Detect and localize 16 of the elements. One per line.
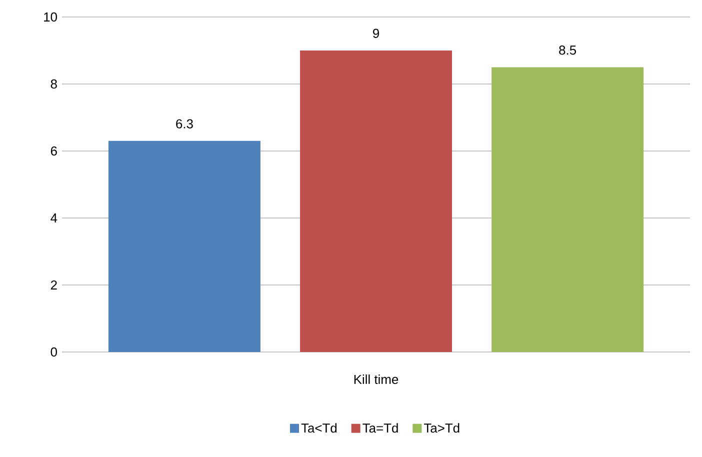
bar — [108, 140, 260, 352]
bar — [492, 67, 644, 352]
bar — [300, 50, 452, 352]
y-tick-label: 0 — [50, 347, 57, 357]
x-tick-label: Kill time — [354, 374, 398, 384]
data-label: 8.5 — [559, 46, 576, 55]
y-tick-label: 4 — [50, 214, 58, 222]
y-tick-label: 10 — [44, 12, 57, 22]
legend-label: Ta=Td — [362, 423, 398, 433]
legend-label: Ta<Td — [301, 423, 337, 433]
data-label: 9 — [373, 28, 379, 38]
data-label: 6.3 — [176, 119, 193, 128]
legend-label: Ta>Td — [424, 423, 460, 433]
y-tick-label: 8 — [50, 79, 57, 89]
y-tick-label: 2 — [50, 280, 57, 290]
y-tick-label: 6 — [50, 146, 57, 156]
